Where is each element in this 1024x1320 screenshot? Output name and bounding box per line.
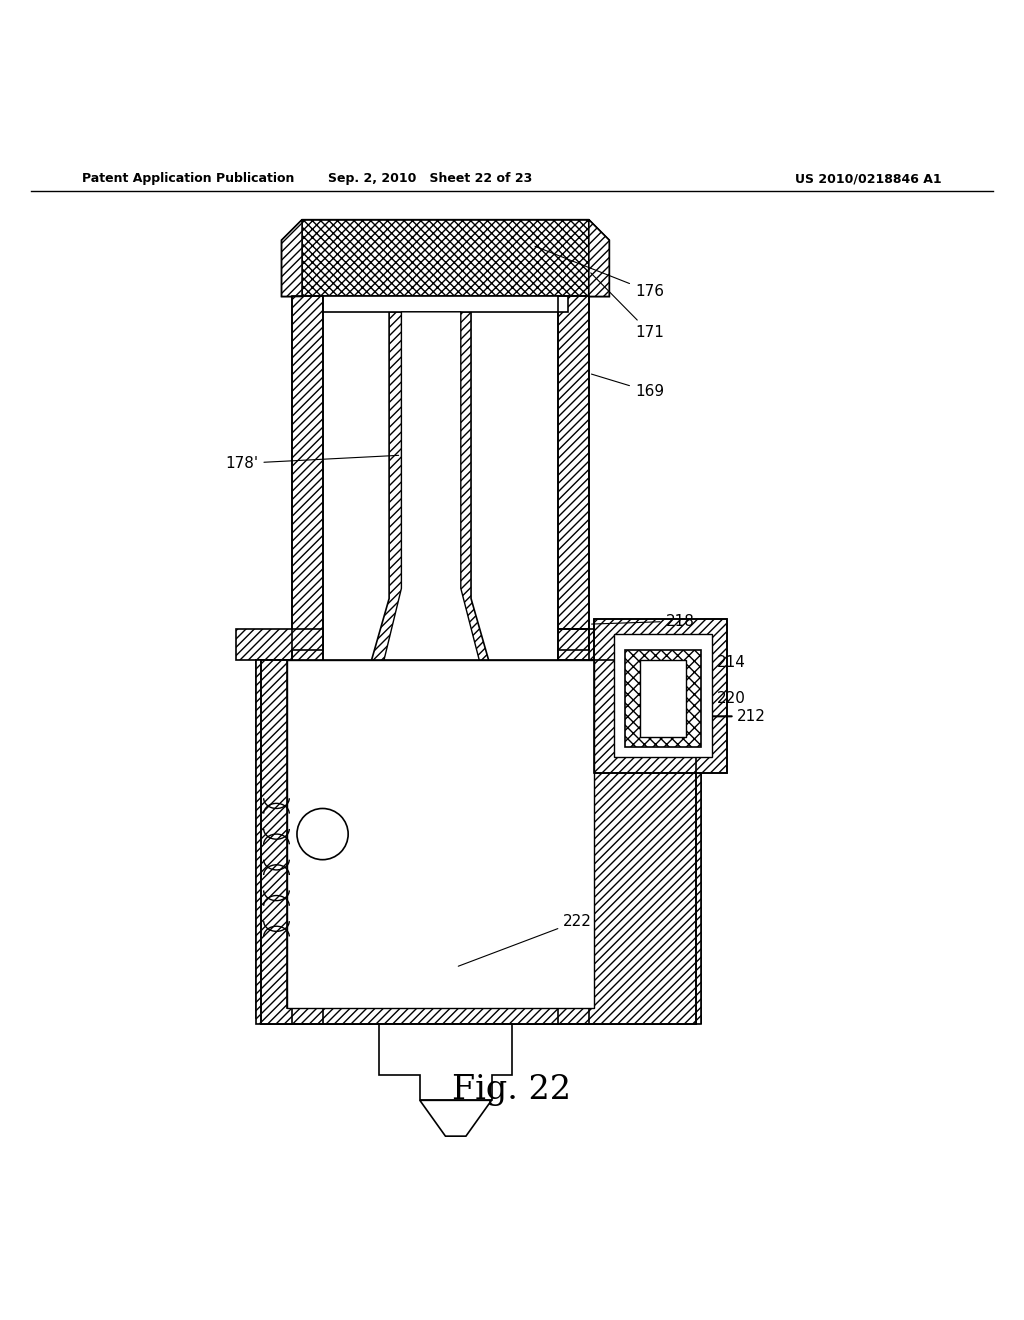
Text: 178': 178': [225, 455, 398, 471]
Polygon shape: [384, 312, 479, 693]
Text: Patent Application Publication: Patent Application Publication: [82, 172, 294, 185]
Bar: [261, 660, 696, 1023]
Text: 222: 222: [459, 913, 592, 966]
Bar: [640, 660, 686, 737]
Text: 171: 171: [591, 273, 664, 339]
Bar: [625, 649, 701, 747]
Polygon shape: [261, 660, 696, 1023]
Bar: [614, 635, 712, 758]
Bar: [558, 297, 589, 1023]
Text: Sep. 2, 2010   Sheet 22 of 23: Sep. 2, 2010 Sheet 22 of 23: [328, 172, 532, 185]
Polygon shape: [558, 630, 625, 660]
Polygon shape: [236, 630, 323, 660]
Polygon shape: [256, 660, 701, 1023]
Bar: [287, 660, 594, 1008]
Text: 216: 216: [617, 634, 694, 649]
Polygon shape: [302, 219, 589, 297]
Text: 176: 176: [536, 247, 664, 298]
Bar: [594, 619, 727, 772]
Text: 218: 218: [592, 614, 694, 628]
Polygon shape: [282, 219, 609, 297]
Text: 212: 212: [701, 709, 766, 723]
Circle shape: [297, 808, 348, 859]
Polygon shape: [256, 660, 701, 1023]
Polygon shape: [420, 1101, 492, 1137]
Text: 169: 169: [592, 374, 664, 399]
Text: US 2010/0218846 A1: US 2010/0218846 A1: [796, 172, 942, 185]
Bar: [292, 297, 323, 1023]
Bar: [594, 619, 727, 772]
Text: 214: 214: [699, 655, 745, 669]
Text: 220: 220: [674, 692, 745, 706]
Polygon shape: [369, 312, 492, 701]
Polygon shape: [282, 219, 302, 297]
Text: Fig. 22: Fig. 22: [453, 1074, 571, 1106]
Polygon shape: [589, 219, 609, 297]
Bar: [323, 297, 568, 312]
Polygon shape: [292, 297, 323, 1023]
Polygon shape: [379, 1023, 512, 1101]
Polygon shape: [558, 297, 589, 1023]
